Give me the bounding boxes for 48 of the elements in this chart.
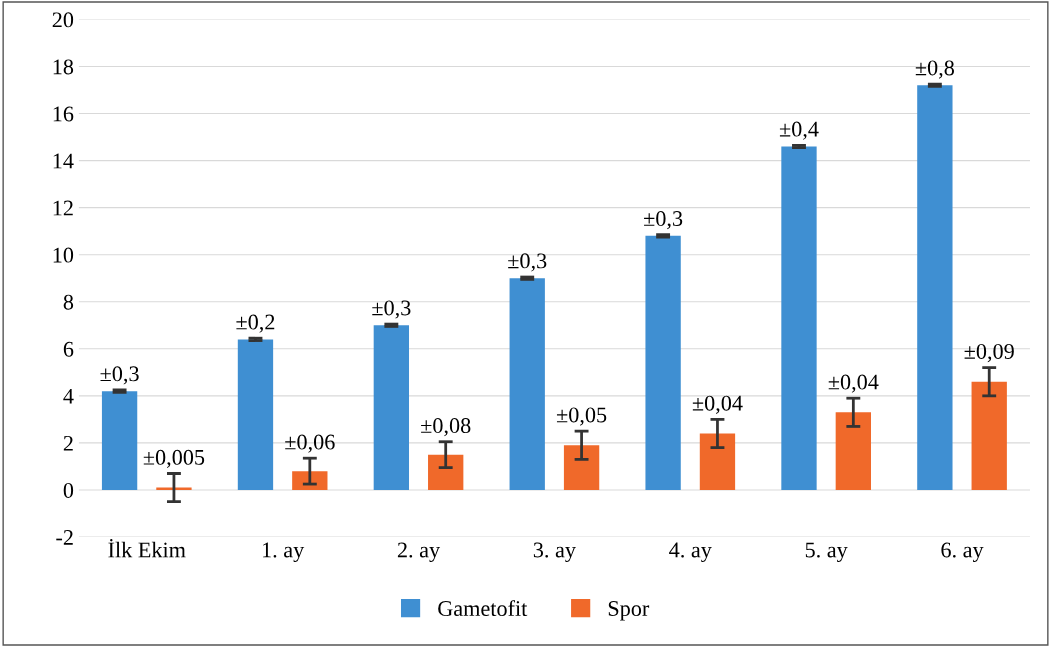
y-tick-label: 6 bbox=[63, 341, 74, 357]
x-tick-label: 5. ay bbox=[805, 542, 848, 563]
annotation: ±0,09 bbox=[964, 343, 1014, 363]
x-tick-label: 4. ay bbox=[669, 542, 712, 563]
x-tick-label: İlk Ekim bbox=[108, 539, 186, 558]
bar bbox=[101, 391, 138, 490]
legend-label: Spor bbox=[608, 601, 650, 621]
annotation: ±0,08 bbox=[421, 418, 471, 437]
x-tick-label: 2. ay bbox=[397, 542, 441, 563]
bar bbox=[835, 412, 871, 490]
annotation: ±0,3 bbox=[100, 366, 139, 385]
x-tick-label: 3. ay bbox=[533, 542, 576, 563]
annotation: ±0,8 bbox=[915, 60, 954, 79]
annotation: ±0,05 bbox=[556, 407, 607, 426]
y-tick-label: 16 bbox=[53, 106, 74, 122]
bar bbox=[237, 339, 274, 490]
y-tick-label: 14 bbox=[53, 153, 74, 169]
annotation: ±0,2 bbox=[236, 314, 275, 333]
bar bbox=[971, 381, 1007, 490]
annotation: ±0,3 bbox=[644, 211, 683, 230]
x-tick-label: 6. ay bbox=[941, 542, 984, 563]
annotation: ±0,04 bbox=[828, 374, 879, 393]
bar bbox=[509, 278, 545, 490]
bar bbox=[373, 325, 410, 490]
annotation: ±0,005 bbox=[143, 449, 205, 468]
y-tick-label: 4 bbox=[63, 388, 74, 404]
bar bbox=[917, 85, 953, 490]
annotation: ±0,06 bbox=[285, 434, 335, 453]
y-tick-label: 0 bbox=[63, 482, 74, 498]
y-tick-label: 2 bbox=[63, 435, 73, 451]
bar bbox=[645, 235, 681, 490]
y-tick-label: -2 bbox=[56, 530, 73, 545]
y-tick-label: 18 bbox=[53, 59, 74, 75]
annotation: ±0,04 bbox=[692, 395, 743, 414]
bar bbox=[292, 471, 328, 490]
bar bbox=[699, 433, 736, 490]
annotation: ±0,3 bbox=[372, 300, 411, 319]
legend-label: Gametofit bbox=[438, 600, 528, 617]
y-tick-label: 12 bbox=[53, 200, 73, 216]
y-tick-label: 10 bbox=[53, 247, 74, 263]
bar bbox=[781, 146, 817, 490]
y-tick-label: 8 bbox=[63, 294, 74, 310]
x-tick-label: 1. ay bbox=[263, 542, 305, 563]
annotation: ±0,3 bbox=[508, 253, 547, 272]
annotation: ±0,4 bbox=[779, 121, 819, 140]
bar bbox=[428, 454, 464, 490]
y-tick-label: 20 bbox=[52, 12, 74, 28]
bar bbox=[563, 445, 600, 490]
